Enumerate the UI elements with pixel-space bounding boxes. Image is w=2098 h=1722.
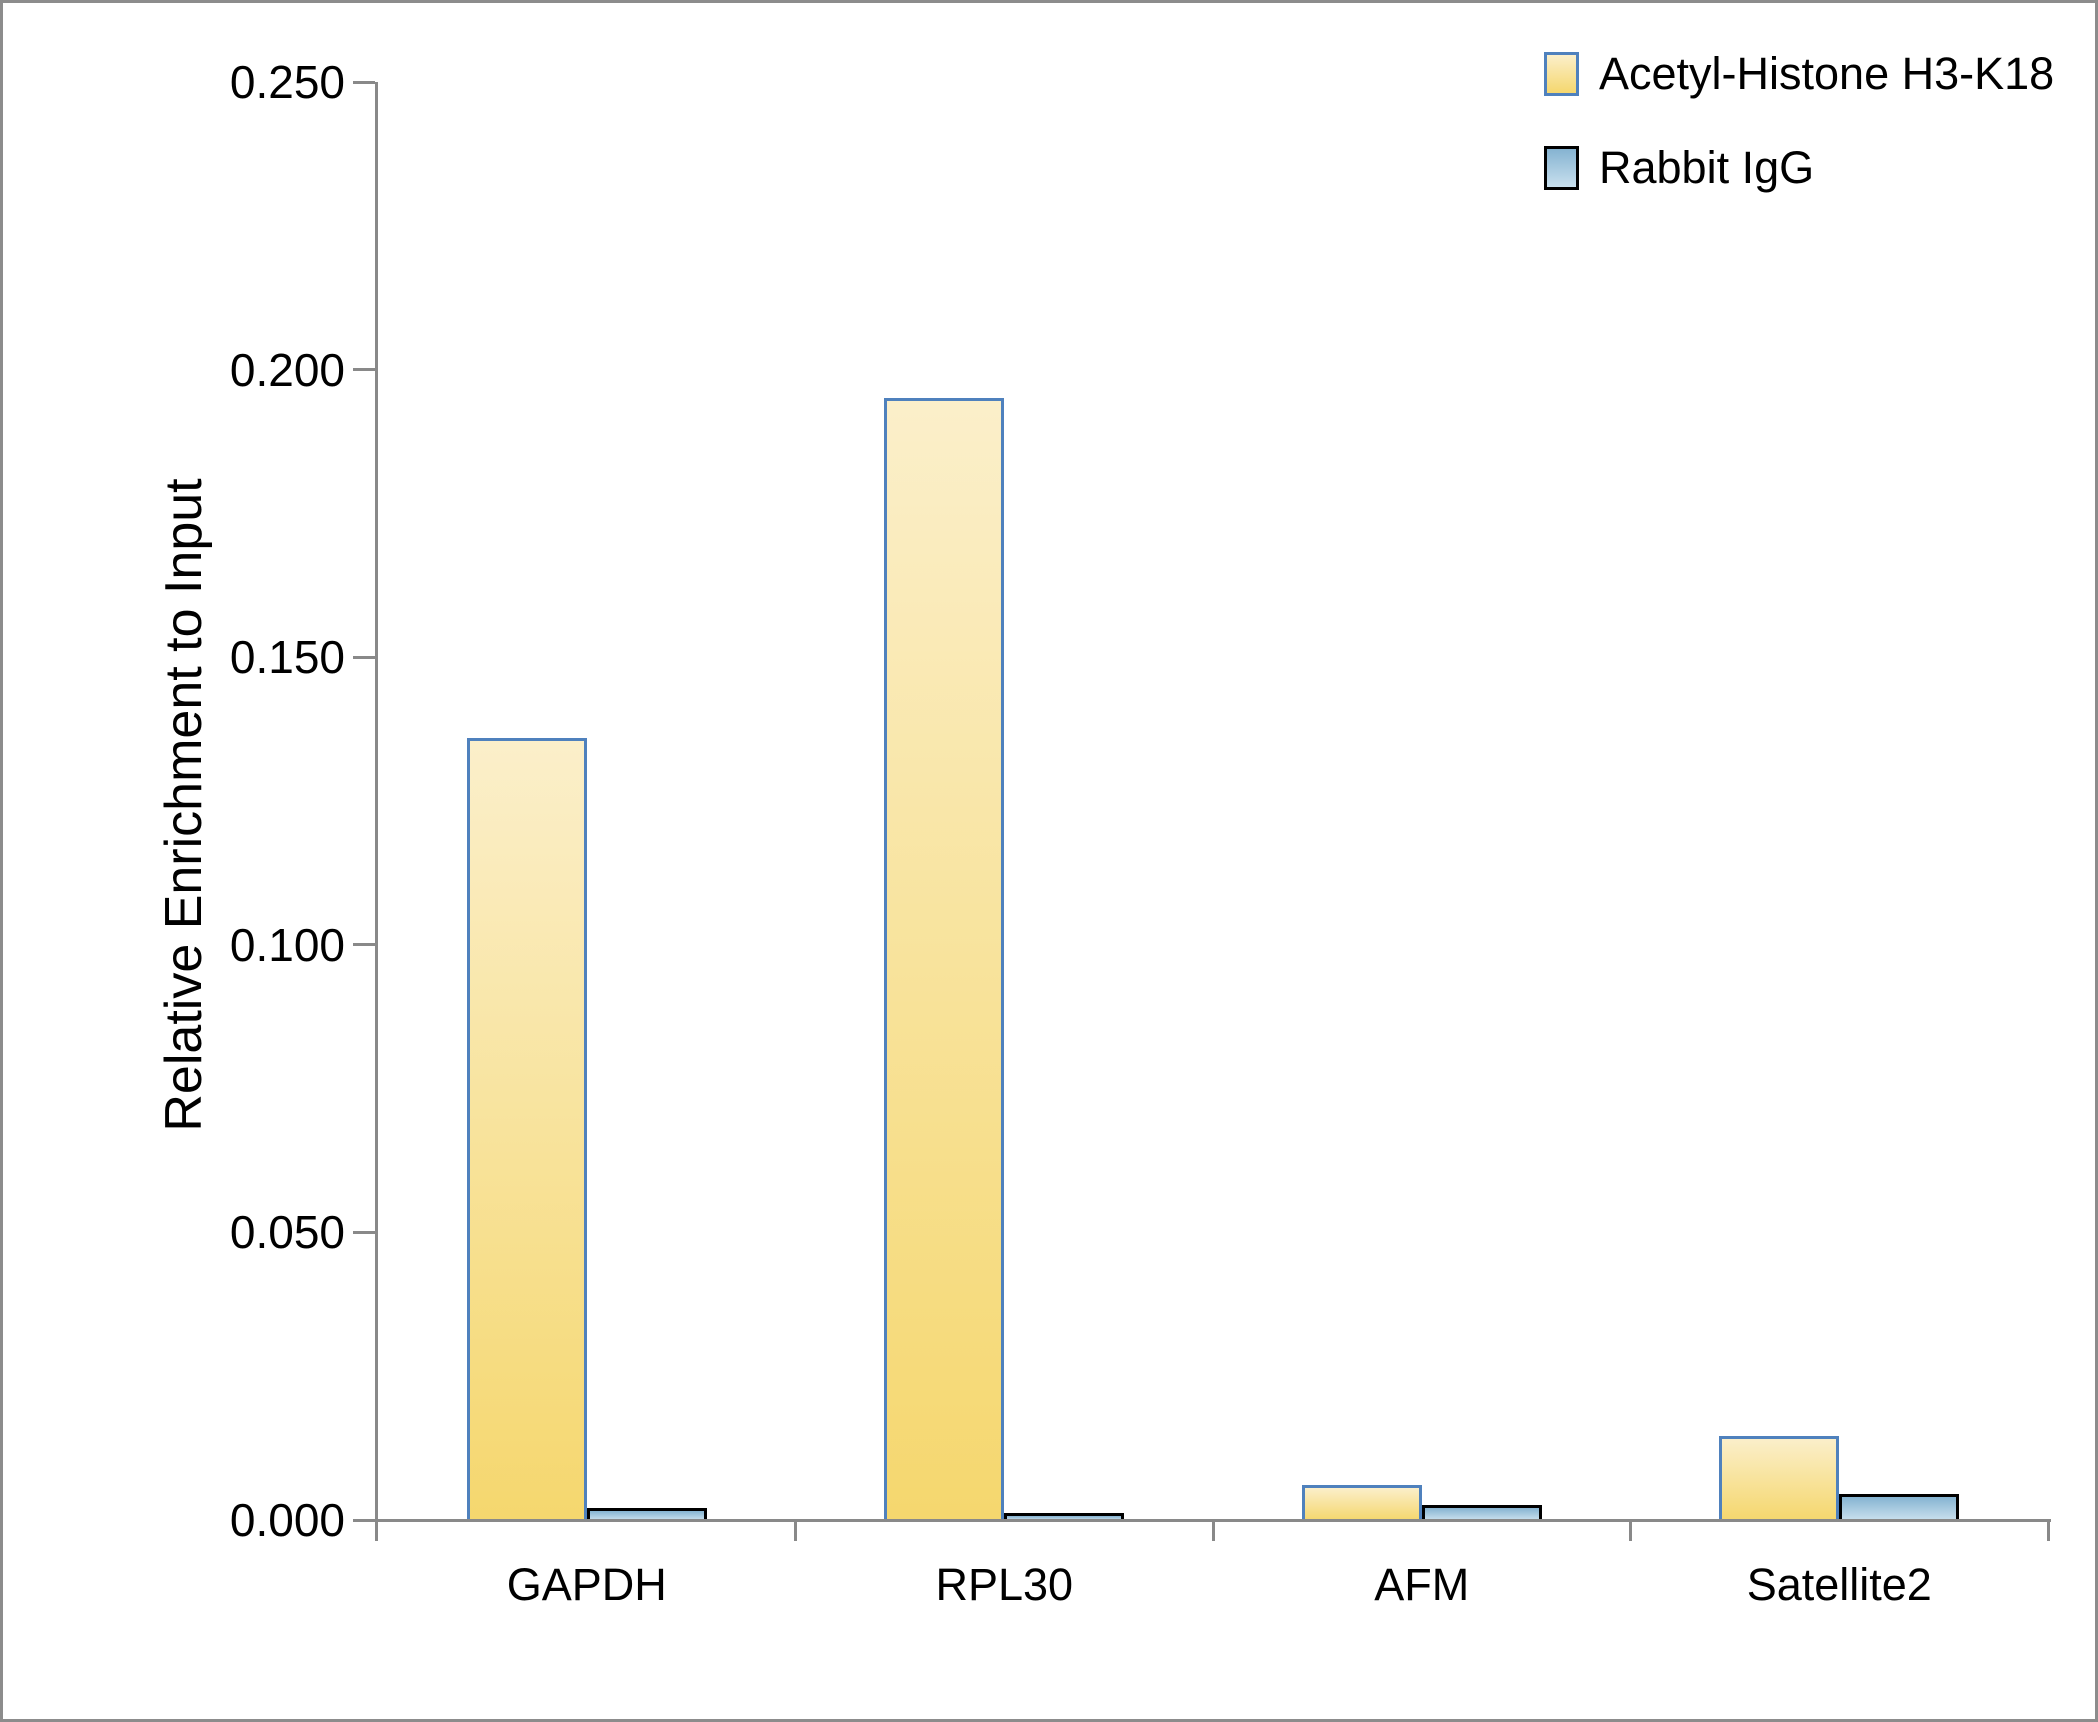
legend-swatch-rabbit-igg: [1544, 146, 1579, 190]
bar-rabbit-igg-afm: [1421, 1505, 1542, 1520]
legend-label-rabbit-igg: Rabbit IgG: [1599, 142, 1815, 193]
bar-acetyl-histone-h3-k18-afm: [1301, 1485, 1422, 1520]
y-tick-label-0.050: 0.050: [229, 1206, 345, 1259]
x-tick-mark-1: [794, 1520, 797, 1541]
y-axis-line: [375, 82, 378, 1541]
bar-acetyl-histone-h3-k18-satellite2: [1719, 1436, 1840, 1520]
x-tick-mark-2: [1211, 1520, 1215, 1541]
legend: Acetyl-Histone H3-K18 Rabbit IgG: [1544, 48, 2054, 236]
y-tick-label-0.150: 0.150: [229, 631, 345, 684]
y-tick-label-0.100: 0.100: [229, 918, 345, 971]
y-tick-label-0.200: 0.200: [229, 343, 345, 396]
bar-acetyl-histone-h3-k18-gapdh: [466, 738, 587, 1520]
category-label-satellite2: Satellite2: [1746, 1559, 1932, 1610]
bar-chart: Relative Enrichment to Input Acetyl-Hist…: [3, 3, 2095, 1719]
y-tick-label-0.250: 0.250: [229, 56, 345, 108]
y-tick-mark-0.200: [353, 368, 375, 372]
legend-swatch-acetyl-histone-h3-k18: [1544, 52, 1579, 96]
legend-item-rabbit-igg: Rabbit IgG: [1544, 142, 2054, 194]
bar-rabbit-igg-rpl30: [1004, 1513, 1125, 1520]
bar-rabbit-igg-satellite2: [1839, 1494, 1960, 1520]
bar-acetyl-histone-h3-k18-rpl30: [884, 398, 1005, 1520]
bar-rabbit-igg-gapdh: [586, 1508, 707, 1520]
y-tick-label-0.000: 0.000: [229, 1494, 345, 1546]
y-tick-mark-0.050: [353, 1230, 375, 1234]
legend-item-acetyl-histone-h3-k18: Acetyl-Histone H3-K18: [1544, 48, 2054, 100]
y-tick-mark-0.000: [353, 1518, 375, 1522]
category-label-rpl30: RPL30: [935, 1559, 1074, 1610]
x-tick-mark-3: [1629, 1520, 1632, 1541]
y-tick-mark-0.150: [353, 655, 375, 659]
y-tick-mark-0.100: [353, 943, 375, 947]
y-tick-mark-0.250: [353, 80, 375, 84]
x-tick-mark-4: [2046, 1520, 2050, 1541]
y-axis-title: Relative Enrichment to Input: [155, 478, 213, 1132]
legend-label-acetyl-histone-h3-k18: Acetyl-Histone H3-K18: [1599, 48, 2055, 99]
category-label-afm: AFM: [1374, 1559, 1470, 1610]
category-label-gapdh: GAPDH: [506, 1559, 667, 1610]
